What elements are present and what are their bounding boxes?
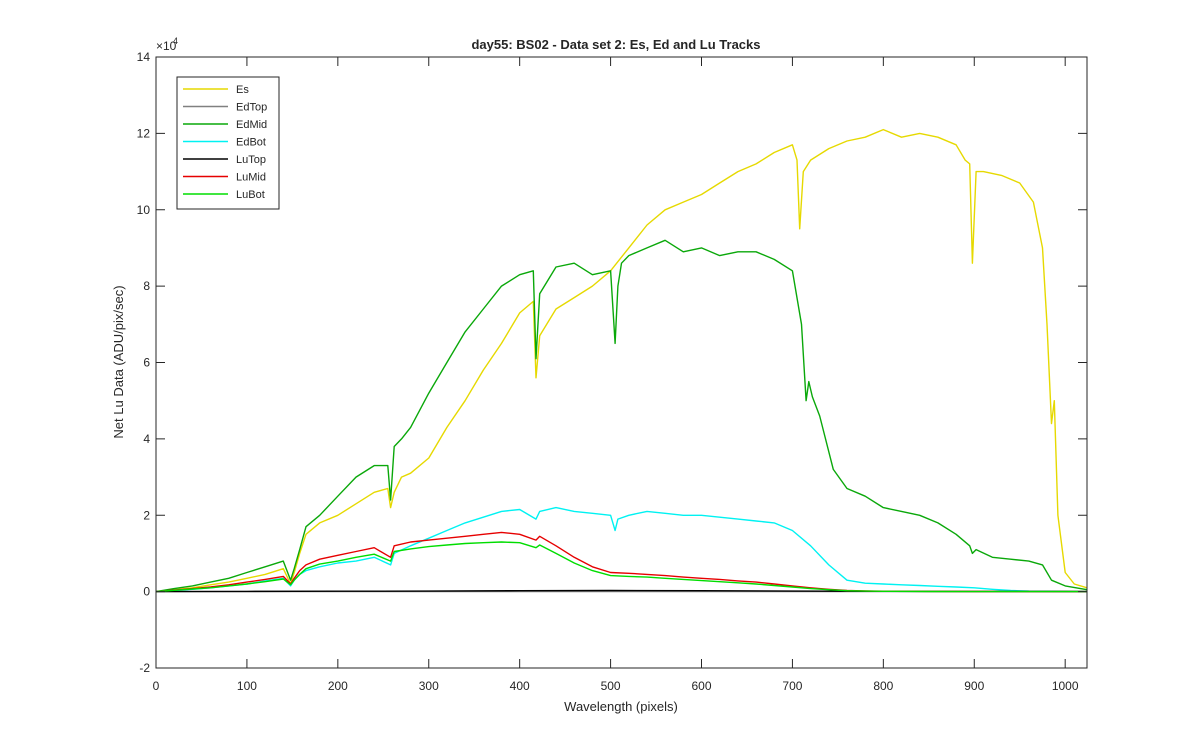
x-tick-label: 300 (419, 679, 439, 693)
legend-label-edtop: EdTop (236, 102, 267, 114)
x-tick-label: 0 (153, 679, 160, 693)
y-tick-label: 2 (143, 508, 150, 522)
x-tick-label: 700 (782, 679, 802, 693)
series-line-lubot (155, 541, 1087, 593)
x-tick-label: 600 (691, 679, 711, 693)
x-tick-label: 800 (873, 679, 893, 693)
x-tick-label: 500 (601, 679, 621, 693)
y-tick-label: -2 (139, 661, 150, 675)
legend: Es EdTop EdMid EdBot LuTop LuMid LuBot (176, 76, 280, 210)
series-line-edmid (155, 239, 1088, 593)
plot-area (156, 57, 1087, 668)
y-multiplier-base: ×10 (156, 39, 177, 53)
series-layer (155, 128, 1088, 593)
legend-label-lubot: LuBot (236, 189, 265, 201)
x-tick-label: 900 (964, 679, 984, 693)
legend-label-es: Es (236, 84, 249, 96)
chart-title: day55: BS02 - Data set 2: Es, Ed and Lu … (471, 37, 760, 52)
ticks-layer: 0 100 200 300 400 500 600 700 800 900 1000-2024681… (137, 50, 1087, 693)
y-tick-label: 14 (137, 50, 151, 64)
y-axis-label: Net Lu Data (ADU/pix/sec) (111, 285, 126, 438)
y-multiplier: ×10 4 (156, 36, 178, 53)
y-tick-label: 10 (137, 203, 151, 217)
legend-label-edmid: EdMid (236, 119, 267, 131)
x-tick-label: 400 (510, 679, 530, 693)
series-line-es (155, 128, 1088, 593)
x-tick-label: 200 (328, 679, 348, 693)
y-tick-label: 6 (143, 356, 150, 370)
y-tick-label: 8 (143, 279, 150, 293)
legend-box (176, 76, 280, 210)
legend-label-lutop: LuTop (236, 154, 266, 166)
x-axis-label: Wavelength (pixels) (564, 699, 678, 714)
y-tick-label: 12 (137, 126, 151, 140)
y-multiplier-exponent: 4 (173, 36, 178, 46)
y-tick-label: 4 (143, 432, 150, 446)
x-tick-label: 1000 (1052, 679, 1079, 693)
legend-label-lumid: LuMid (236, 172, 266, 184)
legend-label-edbot: EdBot (236, 137, 266, 149)
x-tick-label: 100 (237, 679, 257, 693)
y-tick-label: 0 (143, 585, 150, 599)
